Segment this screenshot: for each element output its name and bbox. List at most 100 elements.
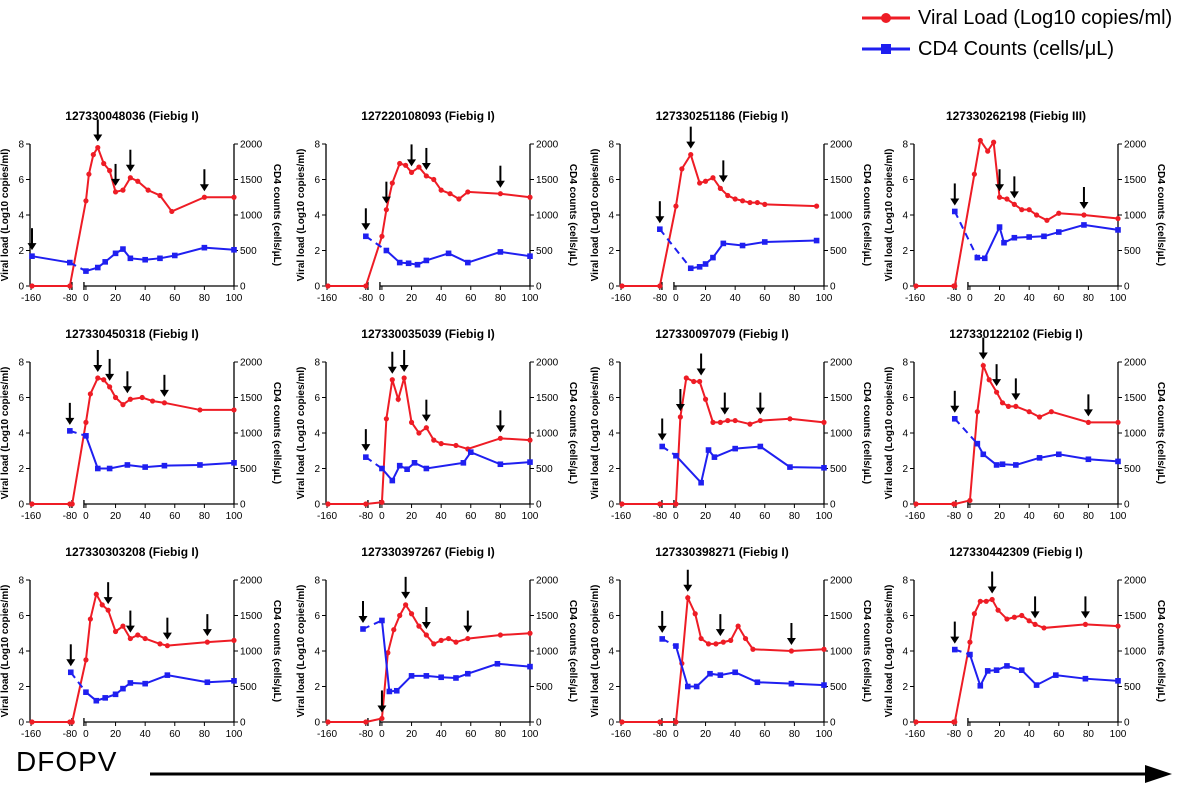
viral-load-point bbox=[732, 196, 738, 202]
panel-title: 127330097079 (Fiebig I) bbox=[655, 327, 788, 341]
cd4-point bbox=[231, 678, 237, 684]
cd4-point bbox=[693, 683, 700, 690]
cd4-point bbox=[698, 479, 704, 486]
right-tick-label: 2000 bbox=[830, 576, 853, 587]
viral-load-point bbox=[90, 152, 96, 158]
left-tick-label: 2 bbox=[314, 246, 320, 257]
right-tick-label: 1000 bbox=[830, 429, 853, 440]
right-tick-label: 0 bbox=[240, 500, 246, 511]
viral-load-point bbox=[87, 391, 93, 397]
right-tick-label: 2000 bbox=[1124, 576, 1147, 587]
arrow-marker-head bbox=[1079, 202, 1089, 209]
x-tick-label: 80 bbox=[495, 293, 507, 304]
right-y-axis-label: CD4 counts (cells/μL) bbox=[1155, 382, 1166, 484]
viral-load-line-bridge bbox=[365, 501, 383, 505]
viral-load-point bbox=[1013, 403, 1019, 409]
viral-load-point bbox=[688, 152, 694, 158]
left-tick-label: 2 bbox=[902, 246, 908, 257]
right-tick-label: 500 bbox=[1124, 246, 1141, 257]
left-y-axis-label: Viral load (Log10 copies/ml) bbox=[590, 149, 601, 282]
arrow-marker-head bbox=[401, 591, 411, 599]
x-tick-label: -160 bbox=[611, 729, 631, 740]
right-tick-label: 1500 bbox=[1124, 393, 1147, 404]
viral-load-point bbox=[453, 639, 459, 645]
x-tick-label: 80 bbox=[199, 293, 211, 304]
timeline-arrow bbox=[150, 765, 1172, 783]
cd4-line bbox=[674, 645, 825, 688]
cd4-point bbox=[702, 261, 709, 267]
viral-load-point bbox=[996, 194, 1003, 200]
left-y-axis-label: Viral load (Log10 copies/ml) bbox=[296, 149, 307, 282]
cd4-line bbox=[675, 445, 825, 485]
x-tick-label: -80 bbox=[947, 293, 962, 304]
left-tick-label: 0 bbox=[314, 500, 320, 511]
viral-load-line bbox=[674, 152, 817, 208]
left-tick-label: 4 bbox=[314, 211, 320, 222]
cd4-point bbox=[94, 264, 101, 271]
right-tick-label: 1000 bbox=[240, 429, 263, 440]
viral-load-point bbox=[1056, 210, 1062, 216]
x-tick-label: 0 bbox=[673, 729, 679, 740]
panel-5: 127330450318 (Fiebig I)02468050010001500… bbox=[0, 327, 282, 522]
cd4-point bbox=[383, 247, 390, 254]
x-tick-label: 0 bbox=[673, 511, 679, 522]
x-tick-label: 0 bbox=[379, 293, 385, 304]
viral-load-point bbox=[29, 283, 35, 289]
viral-load-point bbox=[197, 407, 203, 413]
left-tick-label: 4 bbox=[314, 429, 320, 440]
viral-load-point bbox=[673, 501, 679, 507]
viral-load-point bbox=[619, 719, 625, 725]
right-tick-label: 2000 bbox=[536, 358, 559, 369]
viral-load-point bbox=[1026, 207, 1032, 213]
right-tick-label: 2000 bbox=[1124, 358, 1147, 369]
viral-load-point bbox=[1019, 612, 1025, 619]
viral-load-point bbox=[913, 719, 919, 725]
viral-load-point bbox=[325, 283, 331, 289]
viral-load-point bbox=[952, 283, 958, 289]
viral-load-line-bridge bbox=[71, 659, 87, 723]
viral-load-point bbox=[325, 501, 331, 507]
cd4-point bbox=[29, 253, 35, 259]
x-tick-label: 80 bbox=[199, 729, 211, 740]
viral-load-point bbox=[438, 441, 444, 447]
cd4-point bbox=[673, 452, 679, 459]
cd4-point bbox=[999, 461, 1006, 468]
left-tick-label: 4 bbox=[902, 211, 908, 222]
cd4-line-bridge bbox=[365, 235, 387, 252]
arrow-marker-head bbox=[992, 379, 1002, 387]
cd4-point bbox=[164, 672, 171, 678]
left-tick-label: 8 bbox=[314, 576, 320, 587]
cd4-point bbox=[657, 226, 663, 232]
viral-load-point bbox=[397, 160, 403, 167]
x-tick-label: 100 bbox=[522, 293, 539, 304]
cd4-point bbox=[696, 264, 703, 270]
left-tick-label: 4 bbox=[18, 647, 24, 658]
x-tick-label: 20 bbox=[406, 729, 418, 740]
x-tick-label: 60 bbox=[759, 511, 771, 522]
x-tick-label: 0 bbox=[83, 729, 89, 740]
cd4-point bbox=[1115, 227, 1121, 233]
x-tick-label: 40 bbox=[140, 511, 152, 522]
arrow-marker-head bbox=[159, 389, 169, 397]
left-y-axis-label: Viral load (Log10 copies/ml) bbox=[296, 367, 307, 500]
viral-load-point bbox=[397, 612, 403, 619]
viral-load-point bbox=[164, 643, 170, 649]
viral-load-point bbox=[231, 407, 237, 413]
viral-load-point bbox=[416, 430, 422, 436]
right-tick-label: 2000 bbox=[536, 576, 559, 587]
viral-load-point bbox=[29, 719, 35, 725]
panel-grid: 127330048036 (Fiebig I) 0 2 4 6 8 0 500 1000 1500… bbox=[0, 100, 1192, 740]
viral-load-point bbox=[423, 425, 429, 431]
cd4-point bbox=[659, 443, 666, 450]
cd4-point bbox=[984, 668, 991, 674]
x-tick-label: 0 bbox=[379, 511, 385, 522]
x-tick-label: 40 bbox=[436, 511, 448, 522]
right-tick-label: 500 bbox=[240, 682, 257, 693]
viral-load-point bbox=[1011, 201, 1017, 207]
viral-load-point bbox=[1041, 625, 1047, 631]
cd4-point bbox=[813, 237, 820, 244]
cd4-point bbox=[527, 459, 533, 465]
left-tick-label: 2 bbox=[608, 246, 614, 257]
arrow-marker-head bbox=[786, 638, 796, 645]
right-tick-label: 0 bbox=[830, 500, 836, 511]
